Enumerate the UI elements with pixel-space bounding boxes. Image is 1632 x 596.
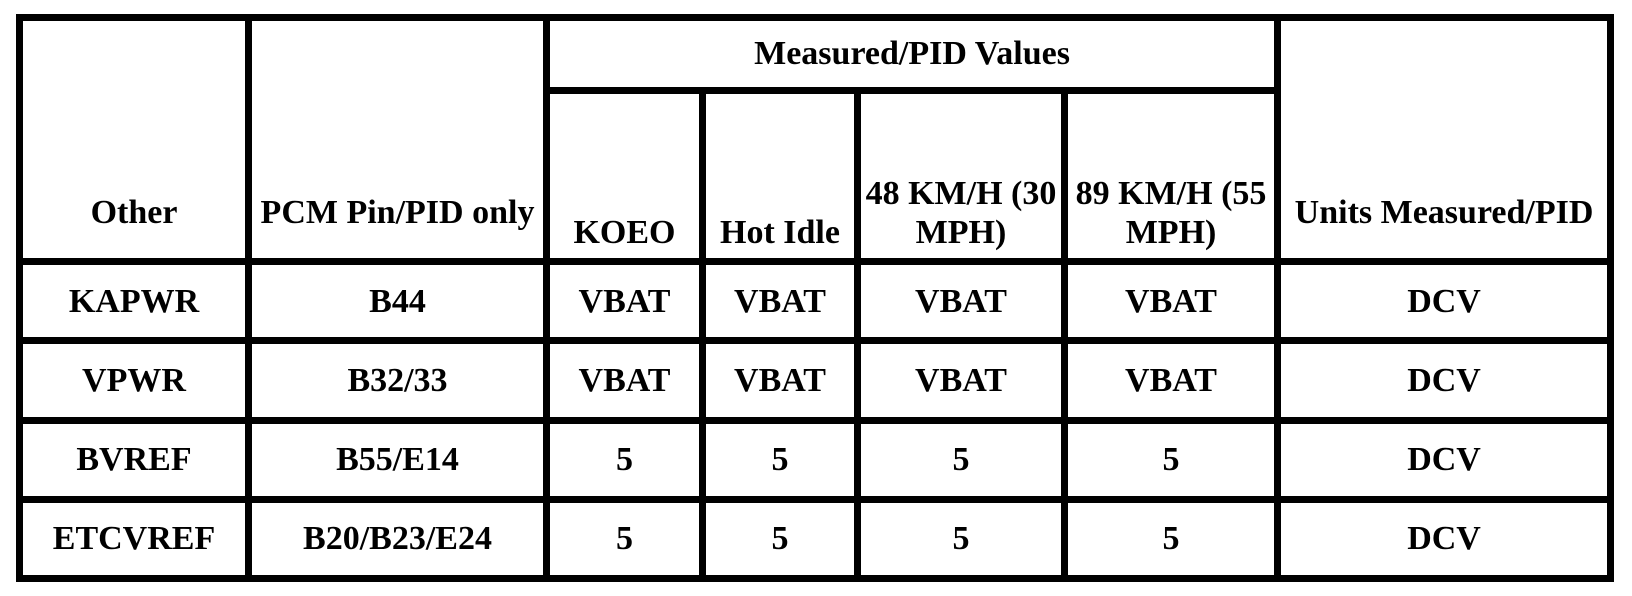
table-cell: DCV xyxy=(1281,423,1608,496)
table-cell: DCV xyxy=(1281,344,1608,417)
group-header: Measured/PID Values xyxy=(550,21,1275,87)
column-header: 89 KM/H (55 MPH) xyxy=(1068,94,1275,258)
table-cell: 5 xyxy=(861,423,1061,496)
table-row: ETCVREF B20/B23/E24 5 5 5 5 DCV xyxy=(23,502,1608,575)
table-cell: DCV xyxy=(1281,502,1608,575)
table-cell: B44 xyxy=(252,265,543,338)
table-row: BVREF B55/E14 5 5 5 5 DCV xyxy=(23,423,1608,496)
table-cell: B32/33 xyxy=(252,344,543,417)
column-header: 48 KM/H (30 MPH) xyxy=(861,94,1061,258)
table-cell: B55/E14 xyxy=(252,423,543,496)
table-cell: VBAT xyxy=(861,344,1061,417)
table-body: KAPWR B44 VBAT VBAT VBAT VBAT DCV VPWR B32/33 VBA… xyxy=(23,265,1608,575)
table-cell: 5 xyxy=(706,502,854,575)
table-row: KAPWR B44 VBAT VBAT VBAT VBAT DCV xyxy=(23,265,1608,338)
table-cell: VBAT xyxy=(550,344,699,417)
table-cell: VBAT xyxy=(550,265,699,338)
table-cell: 5 xyxy=(1068,423,1275,496)
table-cell: 5 xyxy=(861,502,1061,575)
table-cell: VPWR xyxy=(23,344,245,417)
table-cell: B20/B23/E24 xyxy=(252,502,543,575)
table-cell: BVREF xyxy=(23,423,245,496)
table-cell: VBAT xyxy=(706,265,854,338)
column-header: Other xyxy=(23,21,245,258)
table-cell: 5 xyxy=(550,423,699,496)
column-header: KOEO xyxy=(550,94,699,258)
table-cell: VBAT xyxy=(1068,265,1275,338)
table-cell: VBAT xyxy=(1068,344,1275,417)
column-header: Units Measured/PID xyxy=(1281,21,1608,258)
table-row: VPWR B32/33 VBAT VBAT VBAT VBAT DCV xyxy=(23,344,1608,417)
column-header: PCM Pin/PID only xyxy=(252,21,543,258)
table-cell: 5 xyxy=(1068,502,1275,575)
table-cell: KAPWR xyxy=(23,265,245,338)
table-cell: VBAT xyxy=(861,265,1061,338)
column-header: Hot Idle xyxy=(706,94,854,258)
table-cell: ETCVREF xyxy=(23,502,245,575)
data-table: Other PCM Pin/PID only Measured/PID Valu… xyxy=(16,14,1615,582)
table-cell: DCV xyxy=(1281,265,1608,338)
table-cell: 5 xyxy=(550,502,699,575)
table-cell: 5 xyxy=(706,423,854,496)
table-cell: VBAT xyxy=(706,344,854,417)
